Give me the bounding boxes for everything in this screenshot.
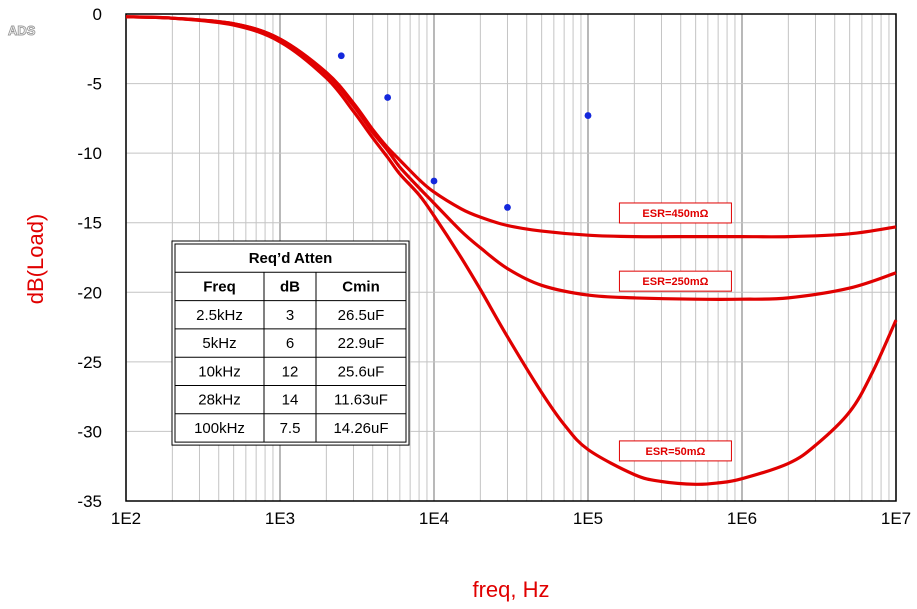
table-header-cell: Freq: [203, 278, 236, 295]
series-label: ESR=50mΩ: [618, 440, 732, 462]
table-cell: 25.6uF: [338, 363, 385, 380]
series-label-text: ESR=50mΩ: [645, 446, 705, 458]
curves: [125, 15, 898, 486]
y-tick-label: 0: [93, 5, 102, 24]
y-tick-label: -20: [77, 283, 102, 302]
table-cell: 3: [286, 307, 294, 324]
marker-point: [384, 94, 392, 101]
table-cell: 2.5kHz: [196, 307, 243, 324]
y-tick-label: -5: [87, 75, 102, 94]
marker-point: [337, 52, 345, 60]
table-cell: 11.63uF: [334, 392, 388, 409]
table-cell: 10kHz: [198, 363, 241, 380]
marker-point: [584, 112, 592, 119]
x-tick-label: 1E4: [419, 509, 449, 528]
marker-point: [504, 204, 511, 211]
table-cell: 26.5uF: [338, 307, 385, 324]
y-tick-label: -25: [77, 353, 102, 372]
table-title: Req’d Atten: [249, 250, 333, 267]
series-line: [125, 15, 897, 239]
x-axis-title: freq, Hz: [472, 577, 549, 602]
table-cell: 14.26uF: [333, 420, 388, 437]
table-cell: 12: [282, 363, 299, 380]
series-label: ESR=450mΩ: [618, 202, 732, 224]
marker-points: [337, 52, 592, 211]
y-tick-label: -35: [77, 492, 102, 511]
table-cell: 100kHz: [194, 420, 245, 437]
y-tick-label: -30: [77, 422, 102, 441]
table-header-cell: dB: [280, 278, 300, 295]
table-cell: 28kHz: [198, 392, 241, 409]
table-cell: 14: [282, 392, 299, 409]
plot-border: [125, 13, 897, 502]
series-label-box: [618, 270, 732, 292]
ads-logo: ADS: [8, 23, 36, 38]
series-label-box: [618, 202, 732, 224]
y-tick-label: -15: [77, 214, 102, 233]
table-header-cell: Cmin: [342, 278, 380, 295]
series-label-text: ESR=450mΩ: [642, 208, 708, 220]
y-tick-label: -10: [77, 144, 102, 163]
series-label-text: ESR=250mΩ: [642, 276, 708, 288]
x-tick-label: 1E7: [881, 509, 911, 528]
x-tick-label: 1E5: [573, 509, 603, 528]
x-tick-label: 1E6: [727, 509, 757, 528]
x-tick-label: 1E2: [111, 509, 141, 528]
table-cell: 7.5: [280, 420, 301, 437]
tick-labels: 1E2 1E3 1E4 1E5 1E6 1E7 0 -5 -10 -15 -20 -25 -30 -35: [77, 5, 911, 528]
series-label: ESR=250mΩ: [618, 270, 732, 292]
table-cell: 6: [286, 335, 294, 352]
annotations: ESR=450mΩ ESR=250mΩ ESR=50mΩ: [618, 202, 732, 462]
table-inner-border: [174, 243, 407, 443]
x-tick-label: 1E3: [265, 509, 295, 528]
y-axis-title: dB(Load): [23, 214, 48, 305]
series-label-box: [618, 440, 732, 462]
series-line: [125, 15, 898, 486]
marker-point: [430, 177, 438, 185]
req-atten-table: Req’d Atten Freq dB Cmin 2.5kHz 3 26.5uF 5kHz 6 2…: [171, 240, 410, 446]
plot-frame: [125, 13, 897, 502]
table-cell: 22.9uF: [338, 335, 385, 352]
series-line: [125, 15, 897, 302]
table-cell: 5kHz: [202, 335, 236, 352]
